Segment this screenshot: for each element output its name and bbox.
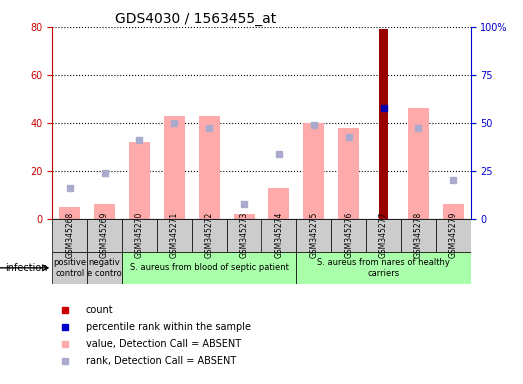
Text: GSM345274: GSM345274 xyxy=(275,212,283,258)
Text: negativ
e contro: negativ e contro xyxy=(87,258,122,278)
Text: GSM345269: GSM345269 xyxy=(100,212,109,258)
Text: GSM345270: GSM345270 xyxy=(135,212,144,258)
Bar xyxy=(129,142,150,219)
Bar xyxy=(379,29,388,219)
Bar xyxy=(122,252,297,284)
Bar xyxy=(87,219,122,252)
Text: GSM345273: GSM345273 xyxy=(240,212,248,258)
Bar xyxy=(164,116,185,219)
Text: rank, Detection Call = ABSENT: rank, Detection Call = ABSENT xyxy=(86,356,236,366)
Bar xyxy=(408,109,429,219)
Text: GSM345271: GSM345271 xyxy=(170,212,179,258)
Bar xyxy=(122,219,157,252)
Bar xyxy=(331,219,366,252)
Text: GSM345279: GSM345279 xyxy=(449,212,458,258)
Text: value, Detection Call = ABSENT: value, Detection Call = ABSENT xyxy=(86,339,241,349)
Bar xyxy=(52,219,87,252)
Text: GSM345276: GSM345276 xyxy=(344,212,353,258)
Text: GSM345272: GSM345272 xyxy=(204,212,214,258)
Bar xyxy=(199,116,220,219)
Bar xyxy=(52,252,87,284)
Bar xyxy=(94,205,115,219)
Text: GSM345275: GSM345275 xyxy=(309,212,319,258)
Text: GDS4030 / 1563455_at: GDS4030 / 1563455_at xyxy=(115,12,276,26)
Bar xyxy=(59,207,80,219)
Bar xyxy=(366,219,401,252)
Text: S. aureus from blood of septic patient: S. aureus from blood of septic patient xyxy=(130,263,289,272)
Bar xyxy=(338,127,359,219)
Bar xyxy=(443,205,464,219)
Text: infection: infection xyxy=(5,263,48,273)
Text: positive
control: positive control xyxy=(53,258,86,278)
Bar xyxy=(157,219,192,252)
Bar xyxy=(87,252,122,284)
Bar xyxy=(268,188,289,219)
Bar xyxy=(192,219,226,252)
Bar xyxy=(226,219,262,252)
Bar xyxy=(297,219,331,252)
Text: S. aureus from nares of healthy
carriers: S. aureus from nares of healthy carriers xyxy=(317,258,450,278)
Bar xyxy=(436,219,471,252)
Bar xyxy=(262,219,297,252)
Bar xyxy=(401,219,436,252)
Text: GSM345268: GSM345268 xyxy=(65,212,74,258)
Text: percentile rank within the sample: percentile rank within the sample xyxy=(86,322,251,332)
Bar xyxy=(234,214,255,219)
Text: GSM345278: GSM345278 xyxy=(414,212,423,258)
Text: GSM345277: GSM345277 xyxy=(379,212,388,258)
Bar xyxy=(297,252,471,284)
Text: count: count xyxy=(86,305,113,314)
Bar xyxy=(303,123,324,219)
